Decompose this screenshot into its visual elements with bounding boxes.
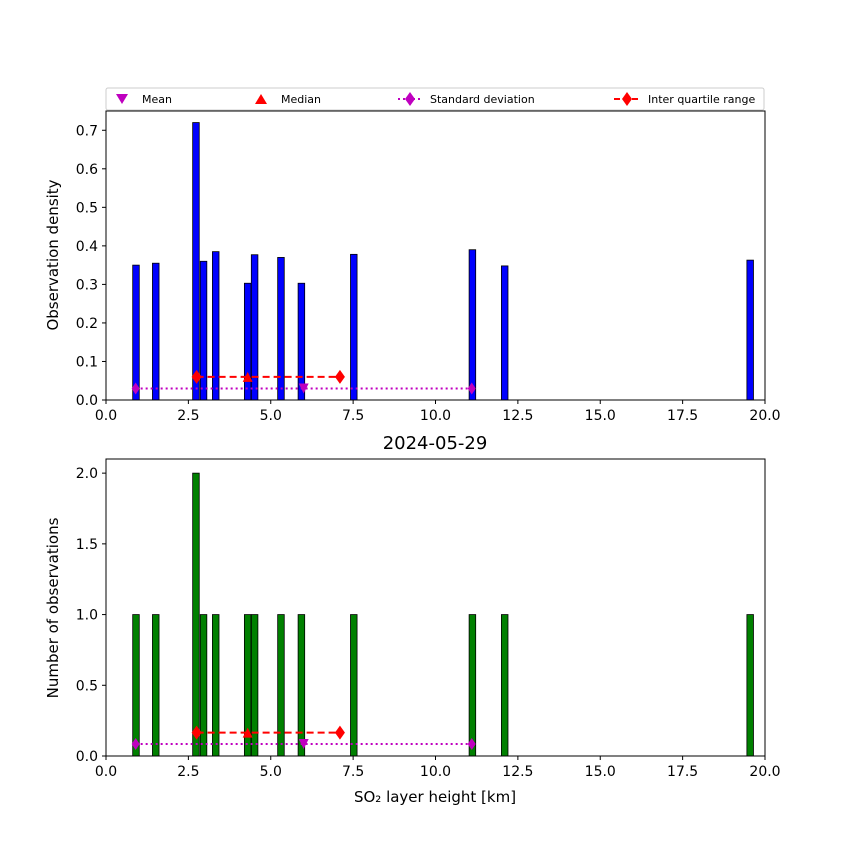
histogram-bar <box>212 614 220 757</box>
histogram-bar <box>199 614 208 757</box>
top-y-axis-label: Observation density <box>44 179 62 330</box>
mean-marker-icon <box>116 94 128 104</box>
x-tick-label: 12.5 <box>502 764 533 780</box>
std-marker <box>467 737 476 750</box>
histogram-bar <box>277 614 285 757</box>
legend-frame <box>105 87 765 111</box>
histogram-bar <box>746 614 754 757</box>
iqr-marker <box>334 369 345 384</box>
x-tick-label: 10.0 <box>420 764 451 780</box>
y-tick-label: 1.0 <box>76 608 98 624</box>
histogram-bar <box>500 614 509 757</box>
histogram-bar <box>350 614 358 757</box>
std-marker-icon <box>405 92 415 106</box>
histogram-bar <box>297 614 306 757</box>
iqr-marker <box>191 369 202 384</box>
x-tick-label: 7.5 <box>342 408 364 424</box>
histogram-bar <box>192 472 200 757</box>
legend-entry-std: Standard deviation <box>398 92 535 106</box>
bottom-plot-title: 2024-05-29 <box>383 433 488 454</box>
x-tick-label: 15.0 <box>585 764 616 780</box>
y-tick-label: 0.4 <box>76 239 98 255</box>
y-tick-label: 0.7 <box>76 123 98 139</box>
x-tick-label: 0.0 <box>95 408 117 424</box>
x-tick-label: 20.0 <box>749 408 780 424</box>
x-tick-label: 17.5 <box>667 408 698 424</box>
histogram-bar <box>152 262 160 401</box>
legend-label-mean: Mean <box>142 93 172 106</box>
x-tick-label: 17.5 <box>667 764 698 780</box>
y-tick-label: 2.0 <box>76 466 98 482</box>
x-tick-label: 20.0 <box>749 764 780 780</box>
histogram-bar <box>500 265 509 401</box>
histogram-bar <box>297 282 306 401</box>
count-histogram: 0.0 2.5 5.0 7.5 10.0 12.5 15.0 17.5 20.0 0.0 0.5 1.… <box>76 458 781 780</box>
histogram-bar <box>250 254 259 401</box>
x-tick-label: 15.0 <box>585 408 616 424</box>
mean-marker <box>298 738 309 749</box>
legend-label-median: Median <box>281 93 321 106</box>
x-tick-label: 5.0 <box>260 408 282 424</box>
histogram-bar <box>152 614 160 757</box>
density-histogram: 0.0 2.5 5.0 7.5 10.0 12.5 15.0 17.5 20.0 0.0 0.1 0.… <box>76 110 781 424</box>
legend: Mean Median Standard deviation Inter qua… <box>105 87 765 111</box>
x-tick-label: 10.0 <box>420 408 451 424</box>
x-tick-label: 2.5 <box>177 764 199 780</box>
legend-label-iqr: Inter quartile range <box>648 93 755 106</box>
histogram-bar <box>132 614 140 757</box>
x-axis-label: SO₂ layer height [km] <box>354 788 516 806</box>
histogram-bar <box>746 259 754 401</box>
x-tick-label: 2.5 <box>177 408 199 424</box>
histogram-bar <box>277 257 285 401</box>
iqr-marker <box>191 725 202 740</box>
histogram-bar <box>192 122 200 401</box>
legend-label-std: Standard deviation <box>430 93 535 106</box>
x-tick-label: 5.0 <box>260 764 282 780</box>
y-tick-label: 1.5 <box>76 537 98 553</box>
std-marker <box>131 737 140 750</box>
histogram-bar <box>350 253 358 401</box>
y-tick-label: 0.0 <box>76 393 98 409</box>
std-marker <box>131 382 140 395</box>
histogram-bar <box>243 282 252 401</box>
y-tick-label: 0.0 <box>76 749 98 765</box>
mean-marker <box>298 383 309 394</box>
median-marker <box>242 727 253 738</box>
std-marker <box>467 382 476 395</box>
y-tick-label: 0.6 <box>76 162 98 178</box>
median-marker <box>242 371 253 382</box>
histogram-bar <box>132 264 140 401</box>
iqr-marker-icon <box>622 92 632 106</box>
y-tick-label: 0.1 <box>76 354 98 370</box>
y-tick-label: 0.5 <box>76 200 98 216</box>
x-tick-label: 7.5 <box>342 764 364 780</box>
bottom-y-axis-label: Number of observations <box>44 517 62 698</box>
y-tick-label: 0.3 <box>76 277 98 293</box>
y-tick-label: 0.5 <box>76 678 98 694</box>
y-tick-label: 0.2 <box>76 316 98 332</box>
histogram-bar <box>468 249 477 401</box>
histogram-bar <box>468 614 477 757</box>
x-tick-label: 0.0 <box>95 764 117 780</box>
histogram-bar <box>250 614 259 757</box>
median-marker-icon <box>255 94 267 104</box>
iqr-marker <box>334 725 345 740</box>
legend-entry-median: Median <box>255 93 321 106</box>
x-tick-label: 12.5 <box>502 408 533 424</box>
legend-entry-iqr: Inter quartile range <box>614 92 755 106</box>
legend-entry-mean: Mean <box>116 93 172 106</box>
histogram-bar <box>199 260 208 401</box>
